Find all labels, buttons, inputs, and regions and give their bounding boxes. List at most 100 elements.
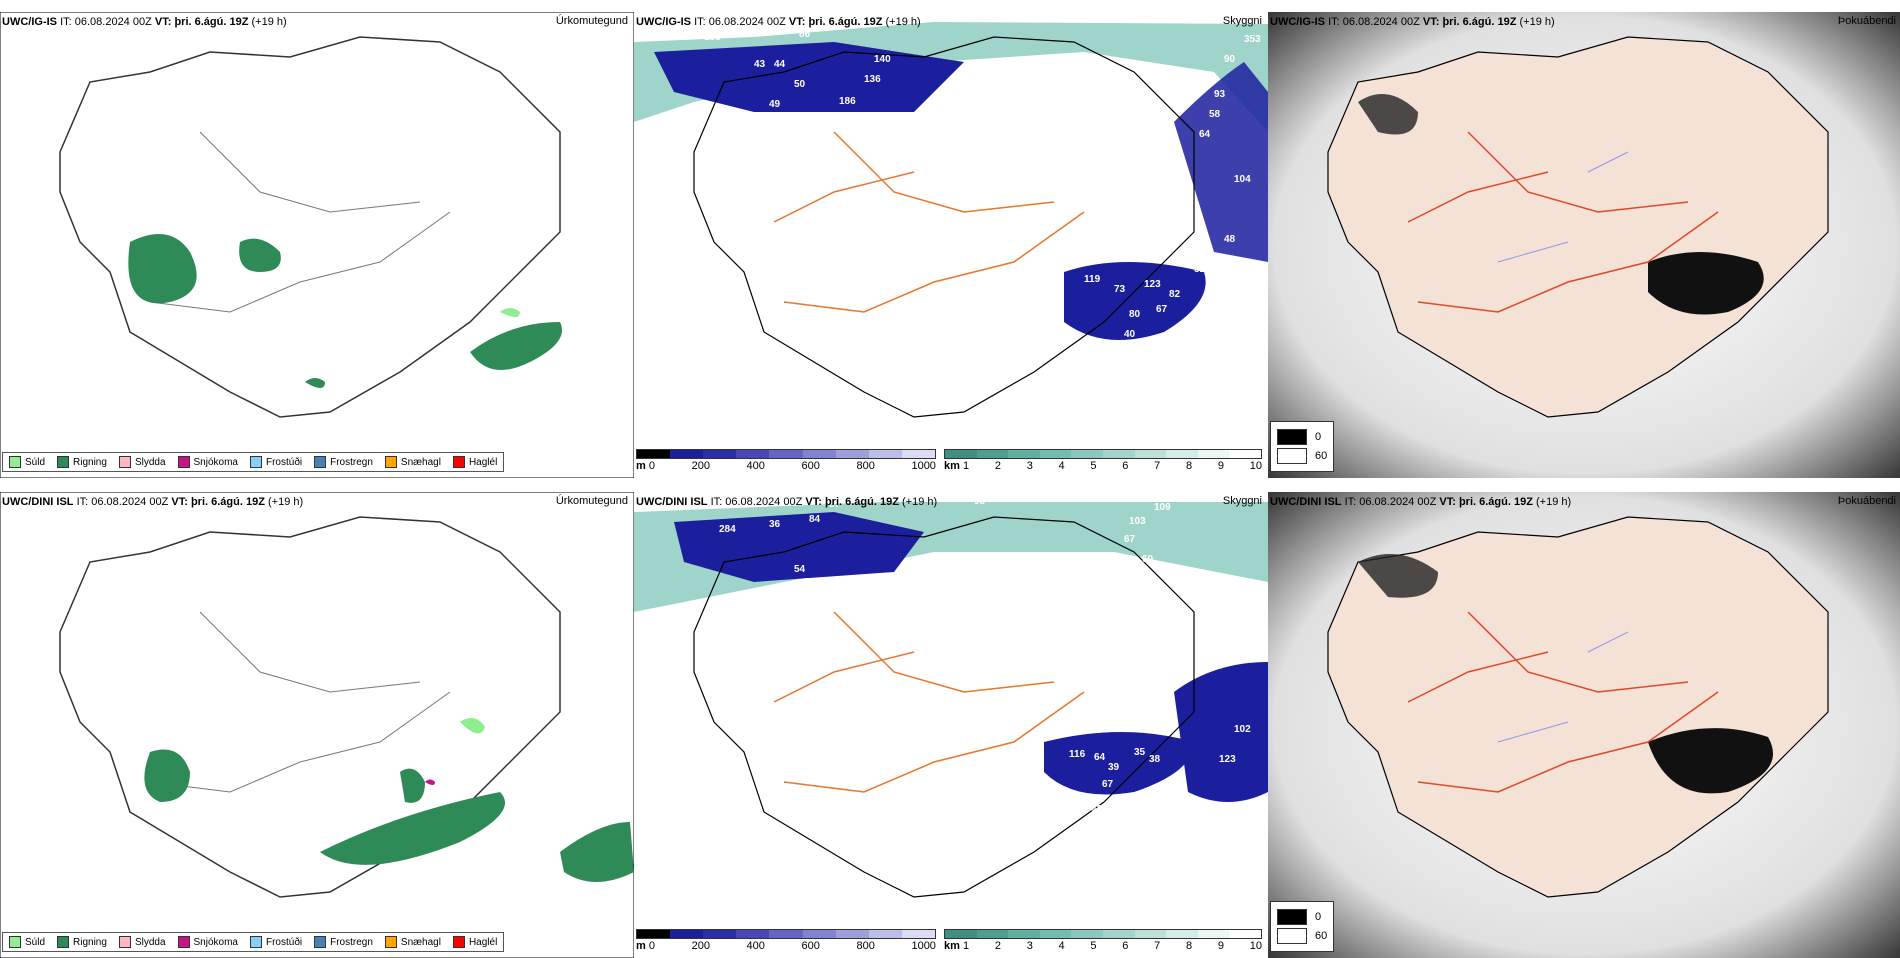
it-label: IT: xyxy=(694,16,706,28)
snow-area xyxy=(425,779,435,785)
lead-time: (+19 h) xyxy=(251,16,287,28)
iceland-coastline xyxy=(693,36,1195,418)
legend-swatch xyxy=(249,936,262,948)
valid-time: þri. 6.ágú. 19Z xyxy=(190,496,265,508)
vis-label: 51 xyxy=(1194,264,1206,275)
roads xyxy=(149,611,451,793)
vis-label: 116 xyxy=(1069,749,1086,760)
vis-label: 140 xyxy=(874,54,891,65)
lead-time: (+19 h) xyxy=(885,16,921,28)
lead-time: (+19 h) xyxy=(267,496,304,508)
legend-item: Haglél xyxy=(452,456,497,468)
vis-label: 36 xyxy=(769,519,781,530)
legend-item: Frostúði xyxy=(249,936,302,948)
rivers xyxy=(1497,151,1629,263)
legend-item: Rigning xyxy=(57,936,107,948)
vis-label: 106 xyxy=(939,359,956,370)
vis-label: 93 xyxy=(974,496,986,507)
vis-label: 90 xyxy=(1224,54,1236,65)
vis-label: 116 xyxy=(894,229,911,240)
legend-swatch xyxy=(177,936,190,948)
panel-title: Úrkomutegund xyxy=(555,15,628,27)
fog-legend-row: 60 xyxy=(1277,448,1327,464)
fog-map-igis xyxy=(1268,12,1900,478)
valid-time: þri. 6.ágú. 19Z xyxy=(174,16,249,28)
vis-label: 72 xyxy=(774,169,786,180)
vis-label: 104 xyxy=(1234,174,1251,185)
model-name: UWC/DINI ISL xyxy=(636,496,708,508)
model-name: UWC/IG-IS xyxy=(636,16,691,28)
vis-label: 13 xyxy=(884,112,896,123)
vis-label: 132 xyxy=(1174,574,1191,585)
colorbar-ticks: km 1 2 3 4 5 6 7 8 9 10 xyxy=(944,940,1262,952)
roads xyxy=(1407,131,1719,313)
it-label: IT: xyxy=(76,496,89,508)
vis-label: 119 xyxy=(1084,274,1101,285)
vis-label: 60 xyxy=(1142,554,1154,565)
fog-legend-row: 0 xyxy=(1277,909,1327,925)
colorbar-strip xyxy=(636,449,936,459)
roads xyxy=(1407,611,1719,793)
panel-title: Þokuábendi xyxy=(1837,495,1896,507)
vis-label: 284 xyxy=(719,524,736,535)
vis-label: 42 xyxy=(907,856,919,867)
init-time: 06.08.2024 00Z xyxy=(91,496,169,508)
fog-legend-swatch xyxy=(1277,909,1307,925)
it-label: IT: xyxy=(710,496,723,508)
colorbar-meters: m 0 200 400 600 800 1000 xyxy=(636,929,936,952)
fog-legend-swatch xyxy=(1277,448,1307,464)
legend-swatch xyxy=(118,456,131,468)
vis-label: 50 xyxy=(1194,79,1206,90)
lead-time: (+19 h) xyxy=(1535,496,1572,508)
vis-label: 87 xyxy=(829,499,841,510)
vis-label: 103 xyxy=(1129,516,1146,527)
vt-label: VT: xyxy=(1422,16,1440,28)
legend-swatch xyxy=(249,456,262,468)
legend-swatch xyxy=(452,456,465,468)
vis-label: 40 xyxy=(1124,329,1136,340)
legend-swatch xyxy=(384,456,397,468)
vis-label: 82 xyxy=(1169,289,1181,300)
vis-label: 38 xyxy=(1149,754,1161,765)
roads xyxy=(773,611,1085,793)
drizzle-area xyxy=(460,718,485,734)
vis-label: 44 xyxy=(774,59,786,70)
vt-label: VT: xyxy=(805,496,822,508)
legend-item: Slydda xyxy=(118,936,166,948)
model-name: UWC/IG-IS xyxy=(1270,16,1325,28)
map-frame xyxy=(0,12,634,478)
vis-label: 11 xyxy=(974,64,985,75)
vis-label: 123 xyxy=(1219,754,1236,765)
vis-label: 86 xyxy=(799,29,811,40)
rain-area xyxy=(560,822,634,882)
rain-area xyxy=(128,234,197,304)
panel-header: UWC/IG-IS IT: 06.08.2024 00Z VT: þri. 6.… xyxy=(636,16,921,28)
legend-item: Súld xyxy=(9,456,45,468)
precip-map-igis xyxy=(0,12,634,478)
precip-legend: Súld Rigning Slydda Snjókoma Frostúði Fr… xyxy=(2,452,505,472)
legend-swatch xyxy=(9,936,21,948)
precip-legend: Súld Rigning Slydda Snjókoma Frostúði Fr… xyxy=(2,932,505,952)
vis-label: 155 xyxy=(704,32,721,43)
drizzle-area xyxy=(500,308,520,317)
it-label: IT: xyxy=(1328,16,1340,28)
fog-panel-dini: UWC/DINI ISL IT: 06.08.2024 00Z VT: þri.… xyxy=(1268,492,1900,958)
vis-label: 52 xyxy=(799,634,811,645)
fog-legend: 0 60 xyxy=(1270,901,1335,952)
iceland-land xyxy=(1327,516,1829,898)
map-frame xyxy=(0,492,634,958)
rain-area xyxy=(144,749,190,802)
vis-label: 56 xyxy=(814,622,826,633)
valid-time: þri. 6.ágú. 19Z xyxy=(808,16,883,28)
vis-label: 123 xyxy=(1144,279,1161,290)
legend-item: Haglél xyxy=(452,936,497,948)
legend-swatch xyxy=(452,936,465,948)
vt-label: VT: xyxy=(788,16,806,28)
vt-label: VT: xyxy=(154,16,172,28)
rain-area xyxy=(305,378,325,388)
fog-map-dini xyxy=(1268,492,1900,958)
vis-label: 39 xyxy=(1108,762,1120,773)
panel-header: UWC/DINI ISL IT: 06.08.2024 00Z VT: þri.… xyxy=(636,496,937,508)
vis-label: 136 xyxy=(864,74,881,85)
fog-legend-row: 60 xyxy=(1277,928,1327,944)
